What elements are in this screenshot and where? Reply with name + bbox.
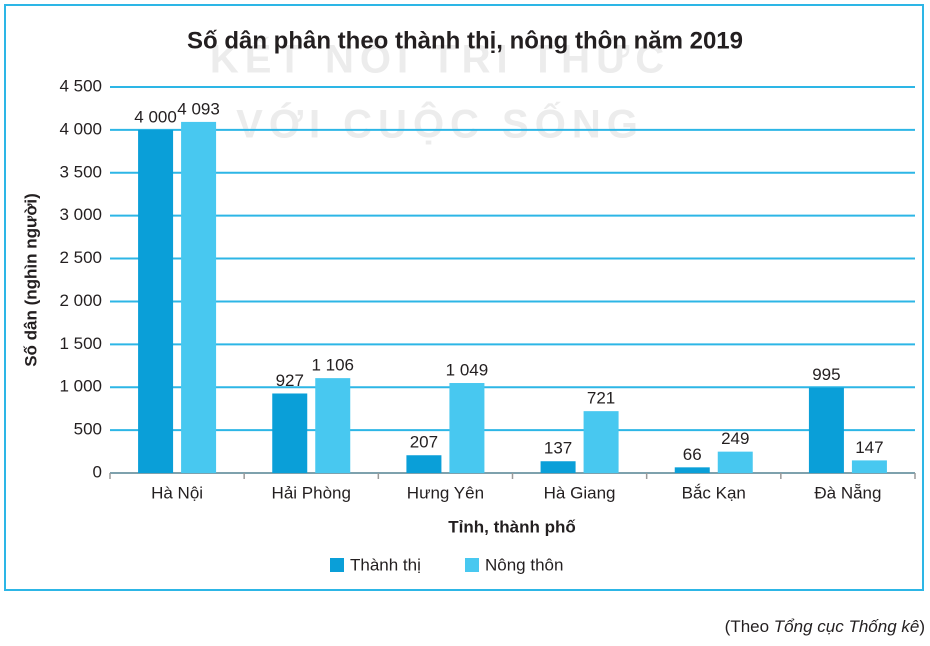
- y-tick-label: 1 500: [59, 334, 102, 353]
- y-tick-label: 2 000: [59, 291, 102, 310]
- bar: [674, 467, 710, 473]
- y-tick-label: 500: [74, 420, 102, 439]
- bar: [181, 121, 217, 473]
- y-tick-label: 0: [93, 462, 102, 481]
- x-tick-label: Đà Nẵng: [814, 483, 881, 502]
- watermark: KẾT NỐI TRI THỨC: [210, 36, 670, 82]
- chart-title: Số dân phân theo thành thị, nông thôn nă…: [187, 27, 743, 54]
- value-label: 207: [410, 433, 438, 452]
- legend-swatch: [330, 558, 344, 572]
- legend-swatch: [465, 558, 479, 572]
- y-tick-label: 1 000: [59, 377, 102, 396]
- legend-label: Thành thị: [350, 555, 421, 574]
- y-tick-label: 2 500: [59, 248, 102, 267]
- y-tick-label: 3 000: [59, 205, 102, 224]
- value-label: 1 049: [446, 361, 489, 380]
- bar: [540, 461, 576, 473]
- value-label: 4 000: [134, 107, 177, 126]
- bar: [717, 451, 753, 473]
- bar: [315, 378, 351, 473]
- x-tick-label: Bắc Kạn: [682, 483, 746, 502]
- x-tick-label: Hải Phòng: [272, 483, 351, 502]
- legend-label: Nông thôn: [485, 555, 563, 574]
- bar: [449, 383, 485, 473]
- y-axis-title: Số dân (nghìn người): [21, 193, 40, 367]
- x-axis-title: Tỉnh, thành phố: [448, 517, 575, 536]
- source-italic: Tổng cục Thống kê: [774, 617, 920, 636]
- x-tick-label: Hưng Yên: [407, 483, 484, 502]
- source-prefix: (Theo: [725, 617, 774, 636]
- value-label: 147: [855, 438, 883, 457]
- y-tick-label: 3 500: [59, 162, 102, 181]
- value-label: 995: [812, 365, 840, 384]
- bar: [583, 411, 619, 473]
- source-note: (Theo Tổng cục Thống kê): [725, 617, 925, 636]
- value-label: 721: [587, 389, 615, 408]
- x-tick-label: Hà Giang: [544, 483, 616, 502]
- watermark: VỚI CUỘC SỐNG: [236, 101, 644, 147]
- source-suffix: ): [919, 617, 925, 636]
- value-label: 137: [544, 439, 572, 458]
- bar: [138, 129, 174, 473]
- value-label: 249: [721, 429, 749, 448]
- bar: [808, 387, 844, 473]
- value-label: 66: [683, 445, 702, 464]
- bar: [272, 393, 308, 473]
- y-tick-label: 4 000: [59, 119, 102, 138]
- x-tick-label: Hà Nội: [151, 483, 203, 502]
- value-label: 4 093: [177, 99, 220, 118]
- value-label: 927: [276, 371, 304, 390]
- y-tick-label: 4 500: [59, 76, 102, 95]
- bar: [851, 460, 887, 473]
- chart-frame: [4, 4, 924, 591]
- bar: [406, 455, 442, 473]
- value-label: 1 106: [311, 356, 354, 375]
